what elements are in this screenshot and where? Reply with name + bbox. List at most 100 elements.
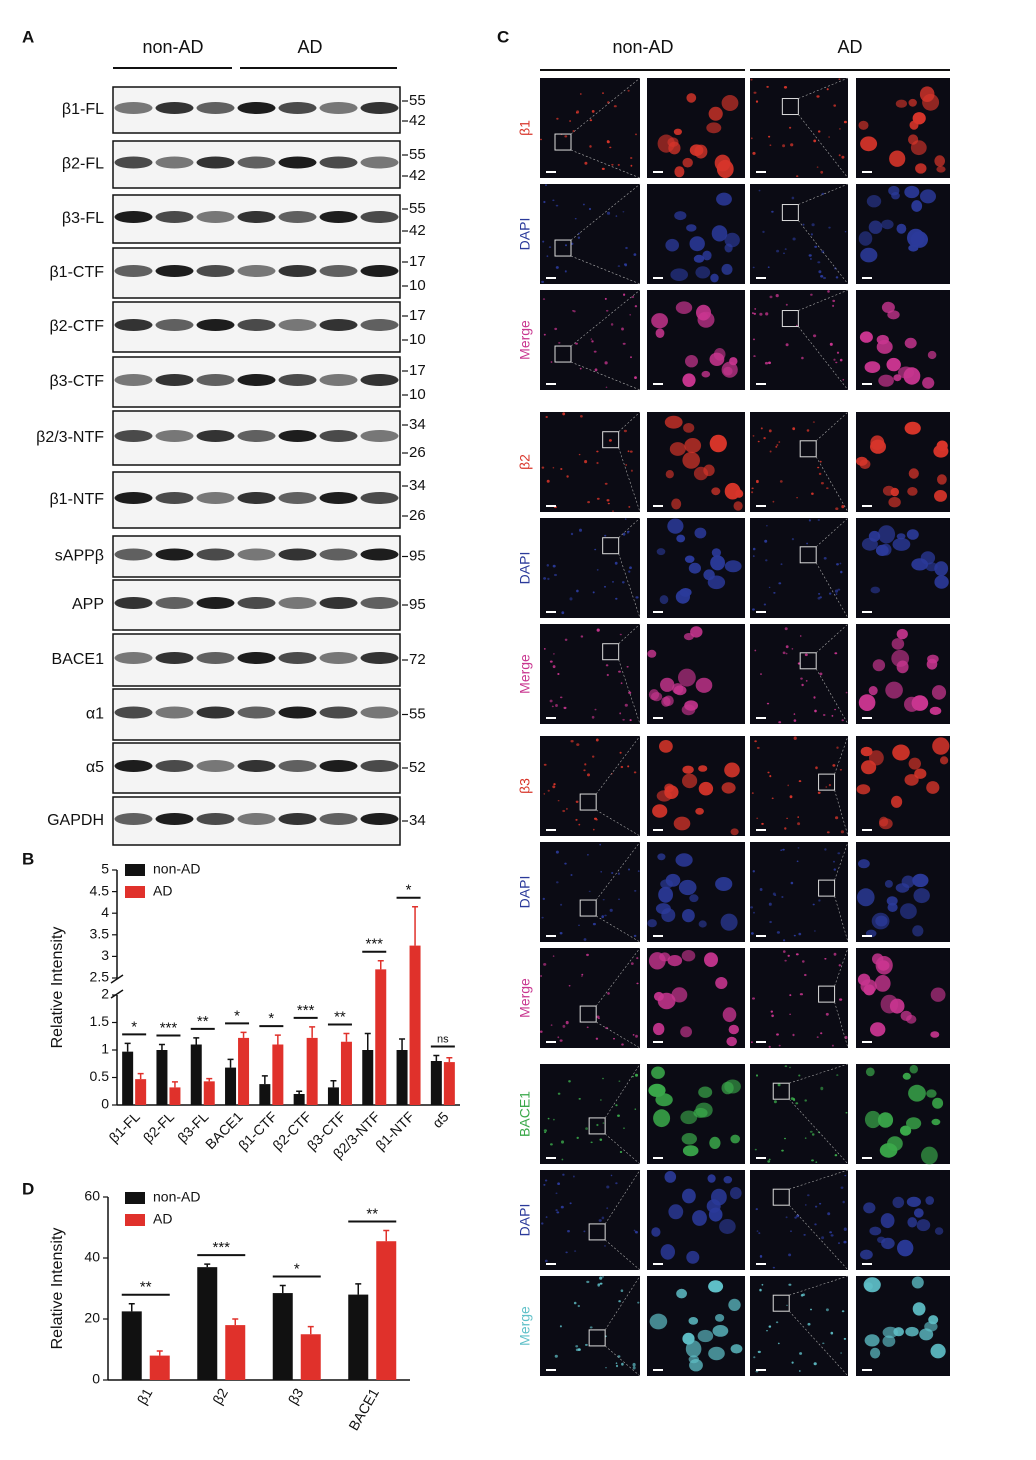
cell: [800, 677, 803, 680]
cell: [804, 653, 808, 657]
cell: [594, 548, 597, 551]
cell: [839, 998, 843, 1001]
bar: [362, 1050, 374, 1105]
cell: [624, 703, 628, 707]
channel-label: β3: [517, 778, 533, 794]
cell: [795, 1102, 799, 1105]
cell: [722, 1007, 737, 1023]
cell: [771, 1014, 774, 1018]
blot-label: BACE1: [52, 651, 105, 668]
x-tick-label: β2: [209, 1385, 231, 1407]
cell: [653, 1022, 665, 1036]
cell: [775, 446, 778, 448]
cell: [706, 1199, 721, 1213]
cell: [754, 308, 757, 310]
cell: [627, 89, 630, 92]
cell: [649, 1313, 668, 1330]
micrograph: [540, 184, 640, 284]
cell: [686, 93, 697, 103]
cell: [835, 593, 838, 596]
cell: [750, 137, 753, 140]
cell: [556, 117, 559, 120]
bar: [169, 1087, 181, 1105]
zoom-box: [818, 985, 836, 1003]
cell: [805, 1204, 807, 1206]
micrograph: [540, 518, 640, 618]
cell: [562, 412, 566, 416]
blot-band: [114, 597, 153, 609]
cell: [633, 934, 637, 938]
cell: [794, 1216, 797, 1219]
cell: [606, 1185, 610, 1189]
cell: [586, 1026, 589, 1029]
cell: [667, 518, 684, 534]
cell: [620, 1289, 624, 1292]
cell: [724, 232, 740, 248]
cell: [836, 351, 840, 354]
y-tick-label: 4.5: [90, 882, 110, 898]
cell: [557, 1182, 560, 1185]
cell: [767, 1160, 771, 1163]
cell: [637, 870, 640, 872]
cell: [710, 555, 725, 571]
cell: [704, 952, 718, 967]
cell: [845, 1111, 848, 1114]
cell: [555, 704, 558, 707]
blot-band: [155, 813, 194, 825]
blot-band: [278, 492, 317, 504]
cell: [799, 993, 804, 996]
cell: [730, 1187, 742, 1200]
cell: [907, 487, 918, 496]
blot-band: [196, 102, 235, 114]
cell: [601, 915, 604, 919]
cell: [570, 874, 573, 876]
cell: [792, 237, 796, 241]
cell: [755, 1208, 758, 1211]
cell: [594, 368, 598, 372]
zoom-box: [781, 310, 799, 328]
micrograph: [750, 736, 848, 836]
blot-band: [196, 211, 235, 223]
cell: [721, 782, 736, 794]
cell: [804, 973, 807, 977]
cell: [540, 975, 543, 977]
size-marker: 42: [409, 112, 426, 129]
cell: [564, 135, 568, 138]
cell: [753, 91, 757, 94]
cell: [872, 659, 886, 672]
zoom-box: [588, 1329, 606, 1347]
cell: [541, 280, 544, 283]
cell: [675, 589, 691, 604]
cell: [822, 714, 826, 716]
blot-label: β3-CTF: [49, 373, 104, 390]
cell: [595, 1037, 599, 1040]
zoom-guide: [798, 289, 849, 391]
cell: [816, 166, 819, 168]
cell: [887, 310, 900, 320]
cell: [626, 666, 629, 668]
blot-band: [360, 211, 399, 223]
cell: [813, 1362, 817, 1366]
zoom-guide: [570, 77, 641, 179]
cell: [553, 783, 556, 786]
cell: [682, 1188, 696, 1204]
cell: [908, 757, 921, 770]
cell: [647, 919, 657, 928]
cell: [925, 1196, 934, 1205]
cell: [720, 913, 738, 931]
cell: [625, 246, 628, 250]
cell: [723, 1176, 733, 1184]
cell: [605, 664, 609, 667]
cell: [586, 953, 589, 957]
cell: [843, 120, 847, 124]
cell: [651, 313, 668, 329]
cell: [892, 1196, 905, 1209]
cell: [860, 979, 877, 994]
cell: [888, 185, 900, 196]
cell: [816, 95, 820, 98]
cell: [552, 466, 555, 469]
size-marker: 55: [409, 146, 426, 163]
zoom-guide: [834, 735, 849, 837]
zoom-guide: [604, 1063, 641, 1165]
significance-label: **: [366, 1206, 378, 1223]
